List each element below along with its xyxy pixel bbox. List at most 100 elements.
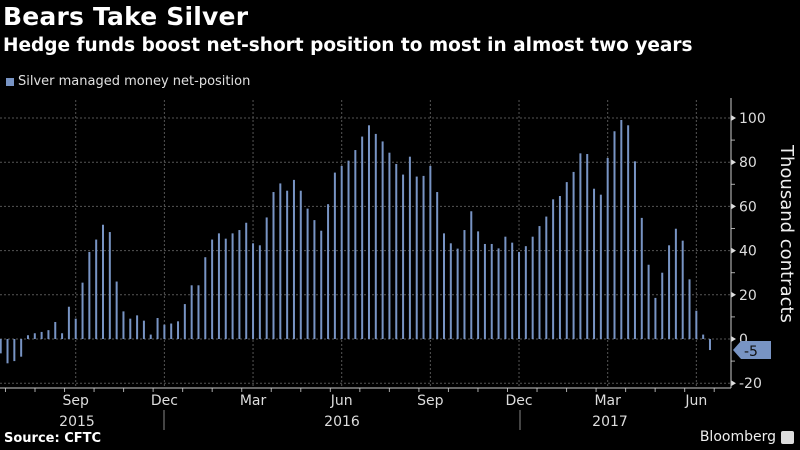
bar — [40, 331, 43, 339]
bar — [402, 174, 405, 339]
y-tick-mark — [731, 115, 736, 121]
bar — [388, 152, 391, 339]
bar — [477, 231, 480, 339]
bar — [545, 216, 548, 339]
bar — [586, 154, 589, 339]
bar — [367, 125, 370, 339]
x-tick-label: Mar — [594, 393, 621, 409]
bar — [347, 160, 350, 339]
bar — [449, 243, 452, 339]
x-tick-label: Jun — [684, 393, 707, 409]
bar — [511, 242, 514, 339]
source-note: Source: CFTC — [4, 431, 102, 446]
bar — [20, 339, 23, 357]
y-tick-label: 60 — [739, 199, 757, 215]
bar — [67, 306, 70, 339]
bar — [436, 192, 439, 339]
bar — [279, 183, 282, 339]
bar — [456, 248, 459, 339]
bar — [552, 199, 555, 339]
y-tick-mark — [731, 380, 736, 387]
bar — [327, 204, 330, 339]
last-value-label: -5 — [744, 344, 758, 360]
bar — [538, 226, 541, 339]
bar — [211, 239, 214, 339]
bar — [579, 153, 582, 339]
bar — [415, 176, 418, 339]
bar — [183, 304, 186, 339]
legend-label: Silver managed money net-position — [18, 74, 251, 89]
bar — [95, 239, 98, 339]
bar — [129, 318, 132, 339]
bar — [572, 171, 575, 339]
bar — [708, 339, 711, 351]
bar — [633, 161, 636, 339]
bar — [13, 339, 16, 362]
bar — [463, 230, 466, 339]
bar — [224, 238, 227, 339]
bar — [313, 220, 316, 339]
bar — [142, 320, 145, 339]
bar — [558, 196, 561, 339]
bar — [681, 240, 684, 339]
last-value-badge — [733, 341, 771, 360]
bar — [340, 165, 343, 339]
bar — [0, 339, 2, 354]
bar — [320, 230, 323, 339]
bar — [272, 192, 275, 339]
x-tick-label: Jun — [330, 393, 353, 409]
bar — [292, 179, 295, 339]
bar — [333, 172, 336, 339]
bar — [265, 217, 268, 339]
bar — [374, 133, 377, 339]
bar — [108, 232, 111, 339]
bar — [33, 333, 36, 339]
bar — [74, 318, 77, 339]
chart-title: Bears Take Silver — [3, 2, 249, 31]
bar — [170, 323, 173, 339]
x-tick-label: Dec — [505, 393, 532, 409]
x-tick-label: Mar — [240, 393, 267, 409]
bar — [190, 285, 193, 339]
bar — [217, 233, 220, 339]
chart-subtitle: Hedge funds boost net-short position to … — [3, 35, 693, 56]
bar — [381, 141, 384, 339]
bar — [177, 321, 180, 339]
bar — [668, 245, 671, 339]
bar — [238, 230, 241, 339]
bar — [26, 335, 29, 339]
bar — [408, 156, 411, 339]
bar — [627, 125, 630, 339]
bar — [122, 311, 125, 339]
bar — [306, 208, 309, 339]
bar — [354, 150, 357, 339]
bar — [688, 279, 691, 339]
y-tick-label: 20 — [739, 288, 757, 304]
bar — [470, 211, 473, 339]
legend: Silver managed money net-position — [6, 74, 250, 89]
bar — [661, 272, 664, 339]
x-tick-label: Sep — [63, 393, 90, 409]
bar — [6, 339, 9, 364]
bar — [504, 236, 507, 339]
bar — [429, 165, 432, 339]
y-tick-label: 40 — [739, 244, 757, 260]
bar — [606, 158, 609, 339]
bar — [674, 228, 677, 339]
bar — [497, 248, 500, 339]
y-tick-label: 0 — [739, 332, 748, 348]
bar — [620, 119, 623, 339]
bar — [599, 194, 602, 339]
bar — [258, 245, 261, 339]
bar — [531, 236, 534, 339]
y-tick-label: 80 — [739, 155, 757, 171]
bar — [61, 333, 64, 339]
bar — [299, 190, 302, 339]
y-tick-mark — [731, 336, 736, 342]
bar — [47, 330, 50, 339]
bloomberg-chart-icon — [781, 431, 794, 444]
bar — [654, 297, 657, 339]
y-tick-label: 100 — [739, 111, 766, 127]
bar — [163, 324, 166, 339]
